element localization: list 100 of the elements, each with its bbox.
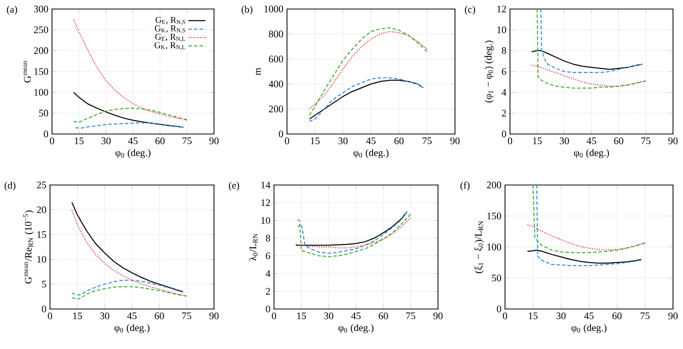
x-tick-label: 60 <box>154 312 164 320</box>
x-tick-label: 60 <box>378 312 388 320</box>
y-tick-label: 12 <box>497 6 506 12</box>
y-tick-label: 2 <box>502 110 506 116</box>
x-tick-label: 45 <box>586 138 596 144</box>
x-tick-label: 30 <box>100 312 110 320</box>
x-tick-label: 75 <box>182 312 192 320</box>
legend-label: G$_{K}$, R$_{N,S}$ <box>154 25 186 34</box>
y-tick-label: 10 <box>37 256 46 263</box>
x-tick-label: 75 <box>640 312 650 320</box>
x-tick-label: 60 <box>614 138 624 144</box>
y-axis-title: (φ$_{1}$ − φ$_{0}$) (deg.) <box>484 40 494 102</box>
x-tick-label: 0 <box>284 138 290 144</box>
x-tick-label: 90 <box>433 312 443 320</box>
x-tick-label: 30 <box>560 138 569 144</box>
legend-label: G$_{E}$, R$_{N,L}$ <box>155 34 186 42</box>
y-tick-label: 6 <box>266 252 270 260</box>
x-tick-label: 0 <box>508 138 512 144</box>
y-tick-label: 800 <box>268 30 284 38</box>
y-tick-label: 4 <box>266 270 270 277</box>
x-tick-label: 30 <box>102 138 111 144</box>
x-tick-label: 15 <box>73 312 82 320</box>
y-tick-label: 10 <box>497 26 506 34</box>
x-tick-label: 15 <box>528 312 538 320</box>
chart-title: (f) <box>460 182 470 191</box>
x-tick-label: 30 <box>338 138 348 144</box>
y-axis-title: G$^{mean}$/Re$_{RN}$ (10$^{−5}$) <box>23 210 34 284</box>
x-tick-label: 45 <box>128 138 138 144</box>
chart-title: (e) <box>228 182 240 191</box>
y-axis-title: m <box>256 68 261 76</box>
y-tick-label: 0 <box>278 130 284 138</box>
y-tick-label: 15 <box>37 231 46 238</box>
chart-title: (b) <box>242 6 252 15</box>
y-tick-label: 250 <box>34 26 48 34</box>
y-tick-label: 6 <box>502 68 506 75</box>
y-tick-label: 50 <box>492 274 502 282</box>
y-tick-label: 10 <box>261 217 270 224</box>
legend-label: G$_{E}$, R$_{N,S}$ <box>156 16 186 25</box>
x-axis-title: φ$_{0}$ (deg.) <box>114 324 150 334</box>
y-tick-label: 400 <box>268 80 284 88</box>
x-tick-label: 45 <box>366 138 376 144</box>
chart-title: (c) <box>464 6 476 15</box>
chart-title: (d) <box>4 182 16 191</box>
x-tick-label: 15 <box>297 312 306 320</box>
y-tick-label: 4 <box>502 89 506 96</box>
y-tick-label: 8 <box>502 47 506 54</box>
x-tick-label: 60 <box>155 138 165 144</box>
y-tick-label: 50 <box>39 110 48 117</box>
chart-title: (a) <box>6 6 18 15</box>
line-series <box>526 250 642 264</box>
x-tick-label: 15 <box>533 138 542 144</box>
y-tick-label: 100 <box>34 88 48 96</box>
x-tick-label: 45 <box>351 312 361 320</box>
x-tick-label: 60 <box>394 138 404 144</box>
y-tick-label: 150 <box>487 212 502 220</box>
y-tick-label: 200 <box>486 182 502 188</box>
x-tick-label: 75 <box>182 138 192 144</box>
x-tick-label: 15 <box>310 138 320 144</box>
y-tick-label: 200 <box>268 106 284 112</box>
x-tick-label: 60 <box>612 312 622 320</box>
x-axis-title: φ$_{0}$ (deg.) <box>572 324 606 334</box>
x-tick-label: 75 <box>422 138 432 144</box>
y-tick-label: 0 <box>502 130 506 138</box>
line-series <box>73 108 188 123</box>
x-tick-label: 75 <box>642 138 650 144</box>
x-axis-title: φ$_{0}$ (deg.) <box>338 324 374 334</box>
x-tick-label: 90 <box>209 138 219 144</box>
y-axis-title: (ξ$_{1}$ − ξ$_{0}$)/L$_{RN}$ <box>474 221 484 274</box>
x-tick-label: 90 <box>668 138 678 144</box>
y-tick-label: 8 <box>266 234 270 242</box>
x-tick-label: 30 <box>556 312 566 320</box>
y-tick-label: 0 <box>496 306 502 312</box>
line-series <box>71 280 184 296</box>
legend-label: G$_{K}$, R$_{N,L}$ <box>154 42 186 50</box>
y-tick-label: 1000 <box>264 6 284 12</box>
x-axis-title: φ$_{0}$ (deg.) <box>116 149 150 158</box>
y-axis-title: λ$_{0}$/L$_{RN}$ <box>249 234 258 261</box>
x-tick-label: 45 <box>127 312 137 320</box>
y-tick-label: 14 <box>261 182 270 188</box>
y-tick-label: 5 <box>42 280 46 288</box>
x-tick-label: 0 <box>50 138 54 144</box>
y-tick-label: 20 <box>36 206 46 214</box>
x-tick-label: 90 <box>209 312 219 320</box>
y-tick-label: 25 <box>36 182 46 188</box>
y-tick-label: 12 <box>261 199 270 206</box>
x-tick-label: 90 <box>668 312 678 320</box>
x-axis-title: φ$_{0}$ (deg.) <box>574 149 609 158</box>
y-tick-label: 600 <box>268 56 284 62</box>
y-tick-label: 0 <box>266 306 270 312</box>
y-tick-label: 2 <box>266 288 270 295</box>
y-tick-label: 0 <box>44 130 48 138</box>
x-tick-label: 30 <box>324 312 334 320</box>
x-tick-label: 45 <box>584 312 594 320</box>
y-axis-title: G$^{mean}$ <box>24 60 31 82</box>
line-series <box>526 224 646 251</box>
y-tick-label: 300 <box>34 6 48 12</box>
y-tick-label: 200 <box>34 47 48 54</box>
y-tick-label: 0 <box>42 306 46 312</box>
x-tick-label: 15 <box>74 138 84 144</box>
x-tick-label: 90 <box>450 138 460 144</box>
